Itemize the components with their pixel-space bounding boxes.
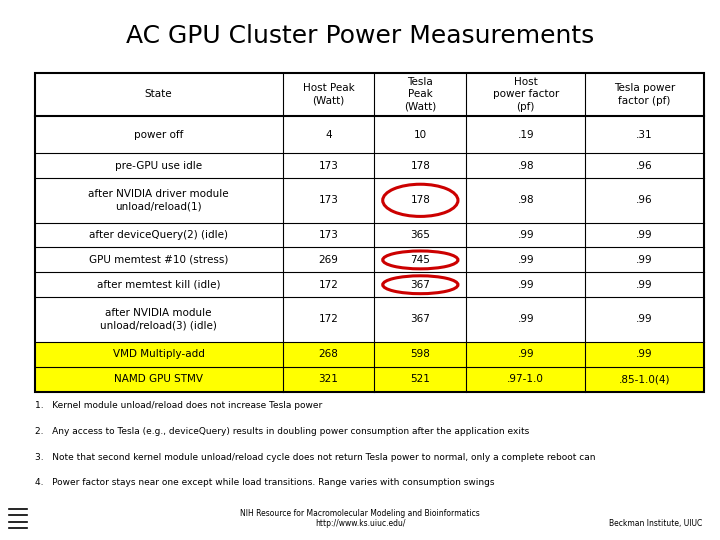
Text: after deviceQuery(2) (idle): after deviceQuery(2) (idle) (89, 230, 228, 240)
Text: 173: 173 (319, 195, 338, 205)
Text: .99: .99 (518, 280, 534, 290)
Text: .99: .99 (518, 314, 534, 325)
Text: 10: 10 (414, 130, 427, 139)
Text: Host
power factor
(pf): Host power factor (pf) (492, 77, 559, 112)
Text: .99: .99 (636, 230, 653, 240)
Text: Beckman Institute, UIUC: Beckman Institute, UIUC (608, 519, 702, 528)
Text: 173: 173 (319, 160, 338, 171)
Text: .98: .98 (518, 195, 534, 205)
Text: .99: .99 (636, 349, 653, 359)
Text: after NVIDIA module
unload/reload(3) (idle): after NVIDIA module unload/reload(3) (id… (100, 308, 217, 330)
Text: pre-GPU use idle: pre-GPU use idle (115, 160, 202, 171)
Text: GPU memtest #10 (stress): GPU memtest #10 (stress) (89, 255, 228, 265)
Text: .98: .98 (518, 160, 534, 171)
Text: .96: .96 (636, 195, 653, 205)
Text: 268: 268 (319, 349, 338, 359)
Text: 2.   Any access to Tesla (e.g., deviceQuery) results in doubling power consumpti: 2. Any access to Tesla (e.g., deviceQuer… (35, 427, 528, 436)
Text: 521: 521 (410, 374, 431, 384)
Text: 172: 172 (319, 280, 338, 290)
Text: .99: .99 (636, 255, 653, 265)
Text: 1.   Kernel module unload/reload does not increase Tesla power: 1. Kernel module unload/reload does not … (35, 401, 322, 410)
Text: VMD Multiply-add: VMD Multiply-add (113, 349, 204, 359)
Text: AC GPU Cluster Power Measurements: AC GPU Cluster Power Measurements (126, 24, 594, 48)
Text: .99: .99 (636, 314, 653, 325)
Text: 4: 4 (325, 130, 332, 139)
Text: .99: .99 (518, 349, 534, 359)
Text: 269: 269 (319, 255, 338, 265)
Text: .85-1.0(4): .85-1.0(4) (619, 374, 670, 384)
Text: power off: power off (134, 130, 184, 139)
Text: 4.   Power factor stays near one except while load transitions. Range varies wit: 4. Power factor stays near one except wh… (35, 478, 494, 488)
Bar (35, 342, 704, 367)
Text: 3.   Note that second kernel module unload/reload cycle does not return Tesla po: 3. Note that second kernel module unload… (35, 453, 595, 462)
Text: 172: 172 (319, 314, 338, 325)
Text: State: State (145, 90, 172, 99)
Bar (35, 367, 704, 392)
Text: NAMD GPU STMV: NAMD GPU STMV (114, 374, 203, 384)
Text: 367: 367 (410, 280, 431, 290)
Text: .99: .99 (518, 230, 534, 240)
Text: after NVIDIA driver module
unload/reload(1): after NVIDIA driver module unload/reload… (89, 189, 229, 212)
Text: 321: 321 (319, 374, 338, 384)
Text: NIH Resource for Macromolecular Modeling and Bioinformatics
http://www.ks.uiuc.e: NIH Resource for Macromolecular Modeling… (240, 509, 480, 528)
Text: .19: .19 (518, 130, 534, 139)
Text: 365: 365 (410, 230, 431, 240)
Bar (35, 73, 704, 392)
Text: after memtest kill (idle): after memtest kill (idle) (97, 280, 220, 290)
Text: .99: .99 (636, 280, 653, 290)
Text: 178: 178 (410, 160, 431, 171)
Text: .97-1.0: .97-1.0 (508, 374, 544, 384)
Text: .99: .99 (518, 255, 534, 265)
Text: Host Peak
(Watt): Host Peak (Watt) (302, 83, 354, 106)
Text: 367: 367 (410, 314, 431, 325)
Text: 178: 178 (410, 195, 431, 205)
Text: 173: 173 (319, 230, 338, 240)
Text: 745: 745 (410, 255, 431, 265)
Text: .96: .96 (636, 160, 653, 171)
Text: .31: .31 (636, 130, 653, 139)
Text: 598: 598 (410, 349, 431, 359)
Text: Tesla power
factor (pf): Tesla power factor (pf) (614, 83, 675, 106)
Text: Tesla
Peak
(Watt): Tesla Peak (Watt) (404, 77, 436, 112)
